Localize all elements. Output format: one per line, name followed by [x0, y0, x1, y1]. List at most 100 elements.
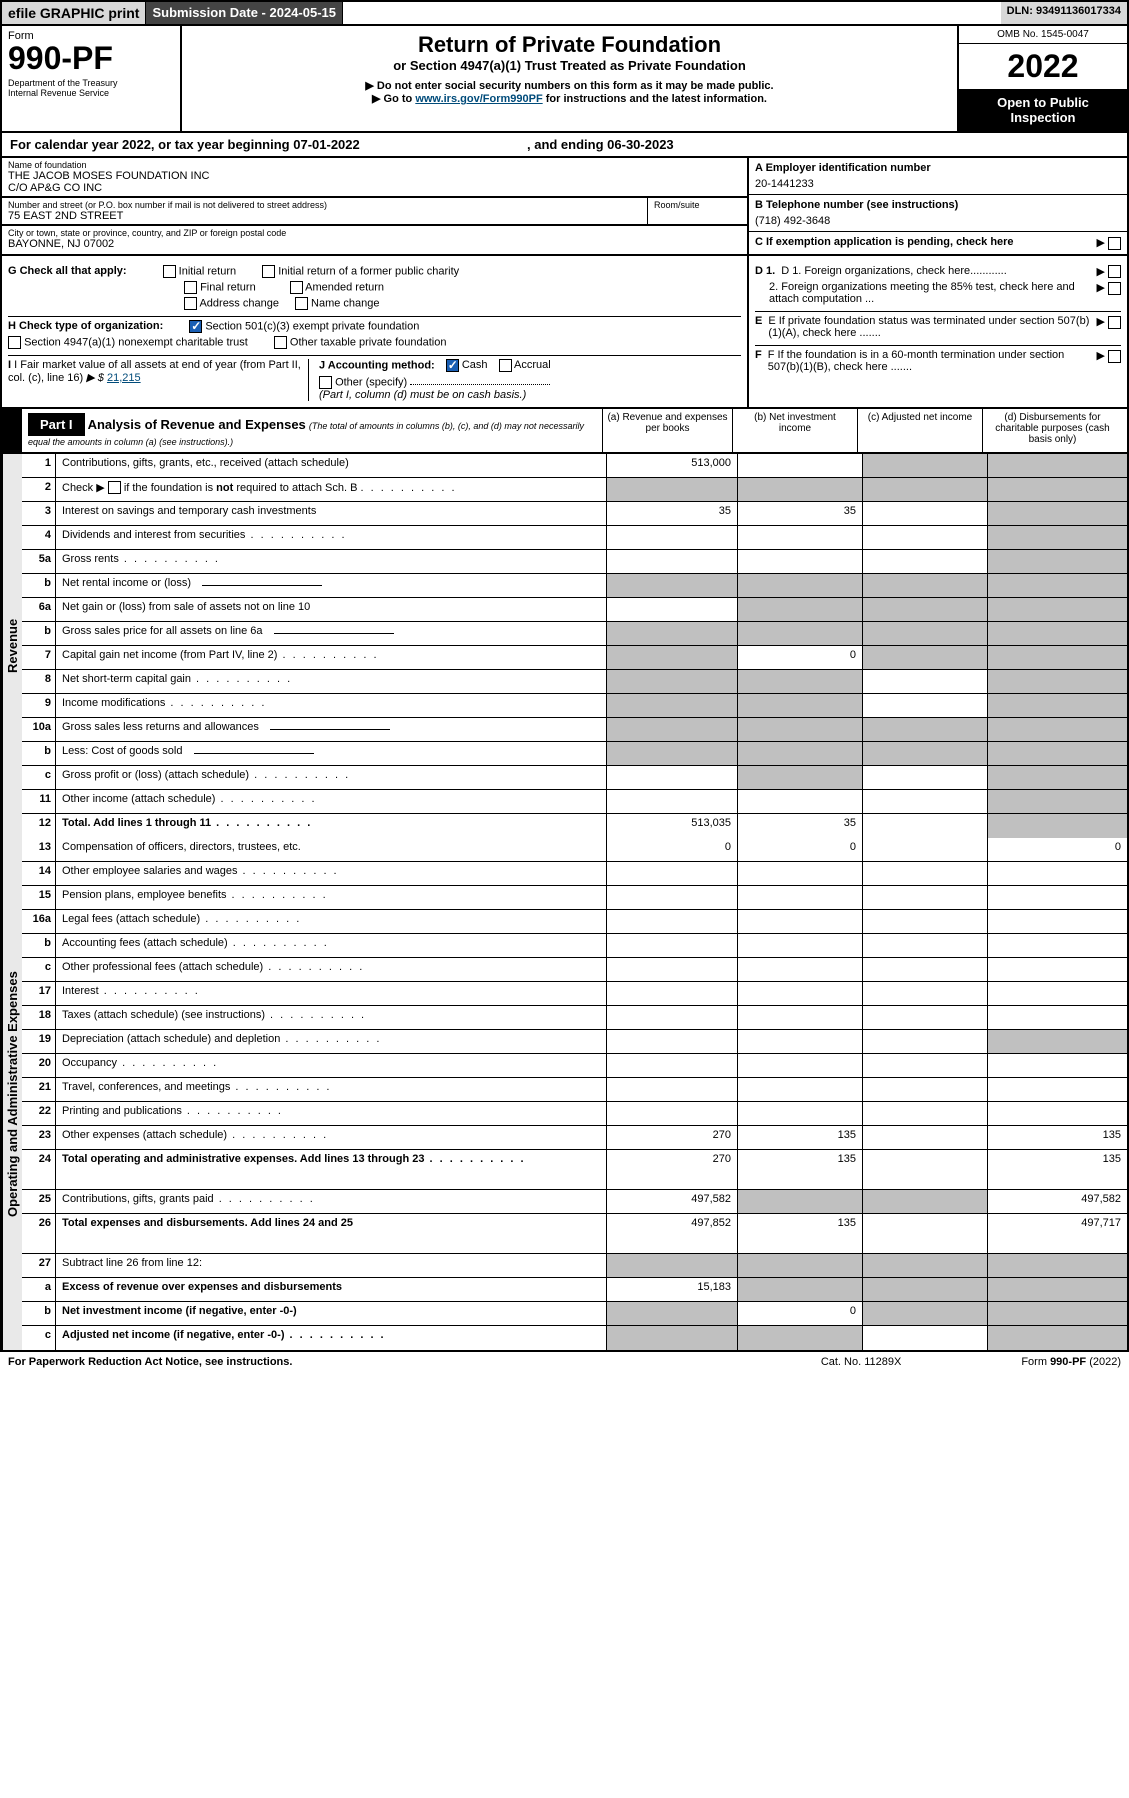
row-number: 21: [22, 1078, 56, 1101]
table-cell: [606, 934, 737, 957]
g-initial-checkbox[interactable]: [163, 265, 176, 278]
table-cell: 513,035: [606, 814, 737, 838]
row-desc: Printing and publications: [56, 1102, 606, 1125]
row-number: 17: [22, 982, 56, 1005]
table-cell: [737, 766, 862, 789]
row-number: a: [22, 1278, 56, 1301]
row-desc: Net investment income (if negative, ente…: [56, 1302, 606, 1325]
d1-label: D 1. Foreign organizations, check here..…: [781, 265, 1090, 277]
table-cell: [606, 478, 737, 501]
table-cell: 270: [606, 1126, 737, 1149]
table-cell: [606, 1030, 737, 1053]
row-desc: Subtract line 26 from line 12:: [56, 1254, 606, 1277]
i-val[interactable]: 21,215: [107, 372, 141, 384]
form990pf-link[interactable]: www.irs.gov/Form990PF: [415, 93, 542, 105]
g-final-checkbox[interactable]: [184, 281, 197, 294]
row-desc: Accounting fees (attach schedule): [56, 934, 606, 957]
c-checkbox[interactable]: [1108, 237, 1121, 250]
table-cell: [987, 454, 1127, 477]
table-cell: [862, 1150, 987, 1189]
g-initial-former-checkbox[interactable]: [262, 265, 275, 278]
row-desc: Legal fees (attach schedule): [56, 910, 606, 933]
omb-number: OMB No. 1545-0047: [959, 26, 1127, 44]
form-header: Form 990-PF Department of the Treasury I…: [0, 26, 1129, 133]
table-cell: [862, 790, 987, 813]
phone-box: B Telephone number (see instructions) (7…: [749, 195, 1127, 232]
row-number: 13: [22, 838, 56, 861]
irs: Internal Revenue Service: [8, 88, 174, 98]
d2-checkbox[interactable]: [1108, 282, 1121, 295]
row-desc: Other income (attach schedule): [56, 790, 606, 813]
row-number: 14: [22, 862, 56, 885]
table-cell: [606, 790, 737, 813]
table-cell: [987, 862, 1127, 885]
table-cell: [606, 1078, 737, 1101]
submission-date: Submission Date - 2024-05-15: [146, 2, 343, 24]
table-cell: [862, 1190, 987, 1213]
h-501c3: Section 501(c)(3) exempt private foundat…: [205, 320, 419, 332]
checks-right: D 1. D 1. Foreign organizations, check h…: [747, 256, 1127, 407]
table-row: cAdjusted net income (if negative, enter…: [22, 1326, 1127, 1350]
g-address-checkbox[interactable]: [184, 297, 197, 310]
h-501c3-checkbox[interactable]: [189, 320, 202, 333]
part1-header: Part I Analysis of Revenue and Expenses …: [0, 409, 1129, 454]
table-cell: [862, 598, 987, 621]
j-block: J Accounting method: Cash Accrual Other …: [308, 359, 741, 401]
j-accrual-checkbox[interactable]: [499, 359, 512, 372]
table-cell: [987, 646, 1127, 669]
row-desc: Gross rents: [56, 550, 606, 573]
table-cell: [862, 982, 987, 1005]
city-box: City or town, state or province, country…: [2, 226, 747, 252]
table-row: 13Compensation of officers, directors, t…: [22, 838, 1127, 862]
table-cell: [987, 670, 1127, 693]
table-cell: [987, 550, 1127, 573]
cal-mid: , and ending: [527, 137, 607, 152]
table-cell: 497,582: [606, 1190, 737, 1213]
row-number: 2: [22, 478, 56, 501]
row-desc: Excess of revenue over expenses and disb…: [56, 1278, 606, 1301]
table-cell: [862, 766, 987, 789]
table-cell: [862, 1326, 987, 1350]
row-number: b: [22, 622, 56, 645]
table-cell: [737, 454, 862, 477]
info-right: A Employer identification number 20-1441…: [747, 158, 1127, 254]
table-cell: [987, 886, 1127, 909]
table-cell: 497,582: [987, 1190, 1127, 1213]
j-label: J Accounting method:: [319, 359, 435, 371]
ein-val: 20-1441233: [755, 178, 1121, 190]
j-cash-checkbox[interactable]: [446, 359, 459, 372]
row-number: b: [22, 1302, 56, 1325]
g-amended-checkbox[interactable]: [290, 281, 303, 294]
table-cell: [606, 1302, 737, 1325]
f-checkbox[interactable]: [1108, 350, 1121, 363]
d1-checkbox[interactable]: [1108, 265, 1121, 278]
table-row: 16aLegal fees (attach schedule): [22, 910, 1127, 934]
room-label: Room/suite: [654, 200, 741, 210]
row-desc: Gross sales less returns and allowances: [56, 718, 606, 741]
table-cell: 0: [737, 646, 862, 669]
row-number: c: [22, 958, 56, 981]
table-cell: [987, 718, 1127, 741]
row-desc: Total operating and administrative expen…: [56, 1150, 606, 1189]
name-box: Name of foundation THE JACOB MOSES FOUND…: [2, 158, 747, 197]
table-cell: [606, 958, 737, 981]
table-cell: [987, 814, 1127, 838]
row-desc: Gross sales price for all assets on line…: [56, 622, 606, 645]
table-cell: [606, 1326, 737, 1350]
header-mid: Return of Private Foundation or Section …: [182, 26, 957, 131]
table-row: bNet investment income (if negative, ent…: [22, 1302, 1127, 1326]
table-cell: [987, 934, 1127, 957]
table-cell: [862, 1102, 987, 1125]
h-other-checkbox[interactable]: [274, 336, 287, 349]
e-checkbox[interactable]: [1108, 316, 1121, 329]
row-desc: Other expenses (attach schedule): [56, 1126, 606, 1149]
table-row: aExcess of revenue over expenses and dis…: [22, 1278, 1127, 1302]
table-cell: [737, 670, 862, 693]
city-val: BAYONNE, NJ 07002: [8, 238, 741, 250]
row-desc: Gross profit or (loss) (attach schedule): [56, 766, 606, 789]
table-row: 15Pension plans, employee benefits: [22, 886, 1127, 910]
g-name-checkbox[interactable]: [295, 297, 308, 310]
table-cell: [606, 646, 737, 669]
j-other-checkbox[interactable]: [319, 376, 332, 389]
h-4947-checkbox[interactable]: [8, 336, 21, 349]
